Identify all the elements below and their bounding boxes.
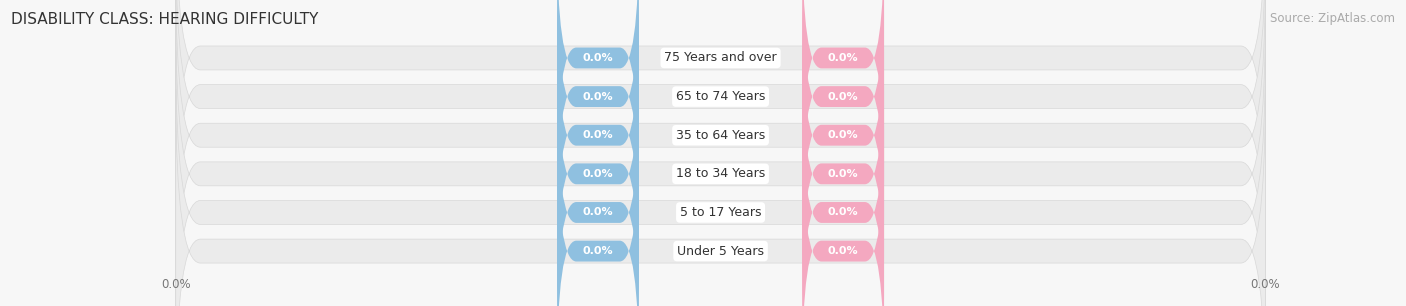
FancyBboxPatch shape xyxy=(176,0,1265,220)
FancyBboxPatch shape xyxy=(803,0,884,221)
Text: 35 to 64 Years: 35 to 64 Years xyxy=(676,129,765,142)
FancyBboxPatch shape xyxy=(803,126,884,306)
Text: 5 to 17 Years: 5 to 17 Years xyxy=(681,206,761,219)
Text: 0.0%: 0.0% xyxy=(582,53,613,63)
FancyBboxPatch shape xyxy=(803,0,884,183)
Text: 0.0%: 0.0% xyxy=(582,91,613,102)
FancyBboxPatch shape xyxy=(176,0,1265,259)
Text: 0.0%: 0.0% xyxy=(582,207,613,218)
Text: 18 to 34 Years: 18 to 34 Years xyxy=(676,167,765,180)
FancyBboxPatch shape xyxy=(176,89,1265,306)
Text: 0.0%: 0.0% xyxy=(582,130,613,140)
Text: Under 5 Years: Under 5 Years xyxy=(678,244,763,258)
FancyBboxPatch shape xyxy=(176,12,1265,306)
FancyBboxPatch shape xyxy=(557,10,638,260)
Text: 0.0%: 0.0% xyxy=(828,130,859,140)
Text: 0.0%: 0.0% xyxy=(828,53,859,63)
Text: 0.0%: 0.0% xyxy=(582,169,613,179)
Text: 75 Years and over: 75 Years and over xyxy=(664,51,778,65)
FancyBboxPatch shape xyxy=(176,50,1265,306)
FancyBboxPatch shape xyxy=(557,0,638,221)
FancyBboxPatch shape xyxy=(557,126,638,306)
Text: 0.0%: 0.0% xyxy=(828,91,859,102)
Text: 0.0%: 0.0% xyxy=(582,246,613,256)
FancyBboxPatch shape xyxy=(557,0,638,183)
FancyBboxPatch shape xyxy=(557,49,638,299)
Text: 0.0%: 0.0% xyxy=(828,207,859,218)
FancyBboxPatch shape xyxy=(803,88,884,306)
Text: 0.0%: 0.0% xyxy=(828,169,859,179)
Text: Source: ZipAtlas.com: Source: ZipAtlas.com xyxy=(1270,12,1395,25)
Text: 65 to 74 Years: 65 to 74 Years xyxy=(676,90,765,103)
FancyBboxPatch shape xyxy=(803,10,884,260)
FancyBboxPatch shape xyxy=(176,0,1265,297)
Text: 0.0%: 0.0% xyxy=(828,246,859,256)
FancyBboxPatch shape xyxy=(557,88,638,306)
Text: DISABILITY CLASS: HEARING DIFFICULTY: DISABILITY CLASS: HEARING DIFFICULTY xyxy=(11,12,319,27)
FancyBboxPatch shape xyxy=(803,49,884,299)
